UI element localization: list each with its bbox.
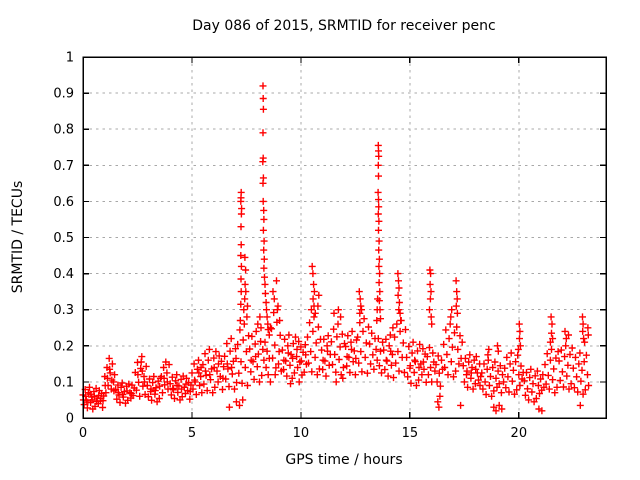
y-tick-label: 0.8	[53, 123, 74, 138]
axes-frame	[82, 56, 607, 419]
x-tick-label: 0	[79, 426, 87, 441]
y-tick-label: 0.7	[53, 159, 74, 174]
x-tick-label: 15	[402, 426, 419, 441]
y-tick-label: 1	[66, 51, 74, 66]
y-tick-label: 0.6	[53, 195, 74, 210]
y-axis-label: SRMTID / TECUs	[10, 181, 26, 294]
y-tick-label: 0.4	[53, 267, 74, 282]
y-tick-label: 0.2	[53, 339, 74, 354]
x-tick-label: 20	[511, 426, 528, 441]
tick-labels: 00.10.20.30.40.50.60.70.80.910 5 10 15 20	[53, 51, 527, 442]
x-axis-label: GPS time / hours	[285, 452, 402, 468]
x-tick-label: 10	[293, 426, 310, 441]
y-tick-label: 0.5	[53, 231, 74, 246]
chart-title: Day 086 of 2015, SRMTID for receiver pen…	[192, 18, 495, 34]
y-tick-label: 0.9	[53, 87, 74, 102]
x-tick-label: 5	[188, 426, 196, 441]
y-tick-label: 0	[66, 412, 74, 427]
y-tick-label: 0.1	[53, 375, 74, 390]
y-tick-label: 0.3	[53, 303, 74, 318]
